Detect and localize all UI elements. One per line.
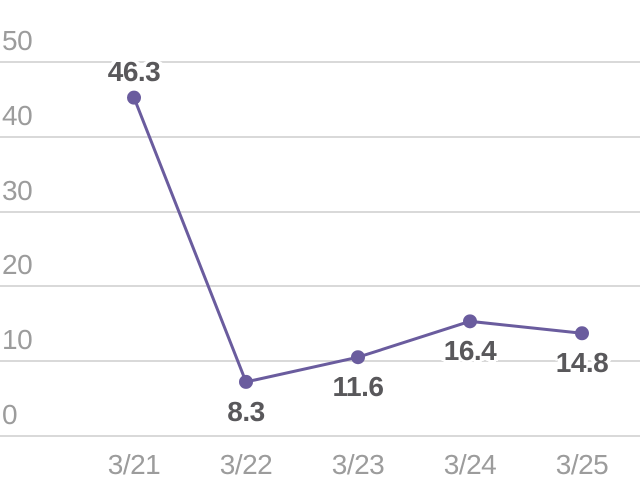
y-axis-tick-label: 0: [2, 399, 18, 430]
data-point-value-label: 16.4: [443, 335, 497, 367]
gridline: [0, 360, 640, 363]
y-axis-tick-label: 10: [2, 324, 33, 356]
x-axis-tick-label: 3/21: [107, 449, 161, 480]
x-axis-tick-label: 3/24: [443, 449, 497, 480]
data-point-value-label: 46.3: [107, 55, 161, 87]
data-point-value-label: 14.8: [555, 347, 609, 379]
gridline: [0, 285, 640, 288]
y-axis-tick-label: 50: [2, 25, 33, 56]
x-axis-tick-label: 3/23: [331, 449, 385, 480]
gridline: [0, 435, 640, 437]
series-line: [132, 97, 583, 384]
y-axis-tick-label: 30: [2, 174, 33, 206]
y-axis-tick-label: 20: [2, 249, 33, 281]
data-point-value-label: 8.3: [227, 395, 265, 427]
x-axis-tick-label: 3/22: [219, 449, 273, 480]
data-point-marker: [463, 314, 477, 329]
y-axis-tick-label: 40: [2, 99, 33, 131]
data-point-marker: [127, 90, 141, 105]
x-axis-tick-label: 3/25: [555, 449, 609, 480]
gridline: [0, 61, 640, 63]
data-point-marker: [239, 374, 253, 389]
gridline: [0, 135, 640, 138]
data-point-marker: [575, 326, 589, 341]
data-point-value-label: 11.6: [332, 371, 384, 403]
gridline: [0, 210, 640, 213]
